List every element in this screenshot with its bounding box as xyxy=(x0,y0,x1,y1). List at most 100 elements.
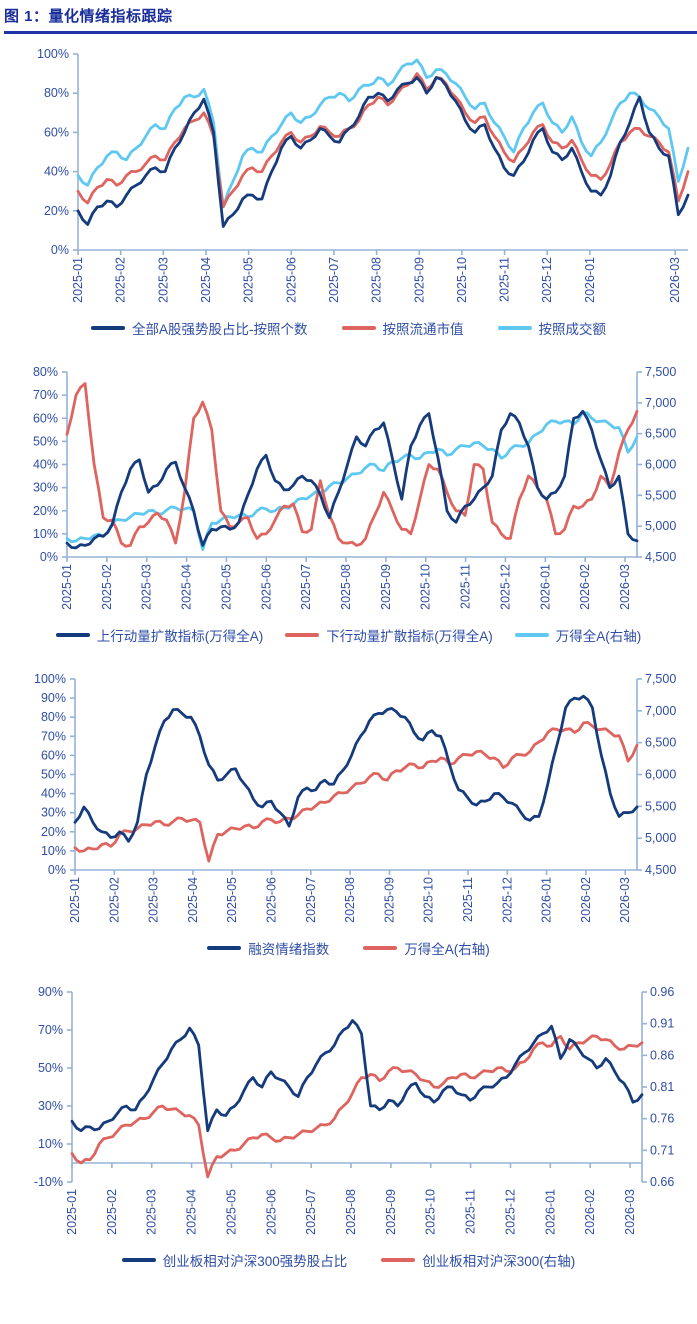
svg-text:90%: 90% xyxy=(38,985,63,999)
svg-text:2025-06: 2025-06 xyxy=(265,877,279,923)
svg-text:2025-10: 2025-10 xyxy=(419,564,433,610)
legend-label: 按照流通市值 xyxy=(382,322,464,337)
svg-text:4,500: 4,500 xyxy=(645,863,676,877)
svg-text:7,500: 7,500 xyxy=(645,672,676,686)
svg-text:2026-03: 2026-03 xyxy=(618,564,632,610)
legend-label: 上行动量扩散指标(万得全A) xyxy=(96,629,264,644)
navy-line-swatch xyxy=(91,326,125,330)
sky-line-swatch xyxy=(497,326,532,330)
svg-text:2025-06: 2025-06 xyxy=(259,564,273,610)
svg-text:2025-01: 2025-01 xyxy=(60,564,74,610)
svg-text:6,500: 6,500 xyxy=(645,736,676,750)
svg-text:6,500: 6,500 xyxy=(645,427,676,441)
svg-text:2026-03: 2026-03 xyxy=(623,1189,637,1235)
svg-text:10%: 10% xyxy=(33,527,58,541)
svg-text:5,500: 5,500 xyxy=(645,799,676,813)
chart-financing-sentiment-section: 0% 10% 20% 30% 40% 50% 60% 70% 80% 90% 100% 4,500 5,… xyxy=(0,669,697,958)
svg-text:2025-05: 2025-05 xyxy=(225,877,239,923)
svg-text:2025-10: 2025-10 xyxy=(422,877,436,923)
svg-text:0.96: 0.96 xyxy=(650,985,674,999)
svg-text:5,500: 5,500 xyxy=(645,488,676,502)
svg-text:0.81: 0.81 xyxy=(650,1080,674,1094)
navy-line-swatch xyxy=(121,1258,156,1262)
svg-text:70%: 70% xyxy=(38,1023,63,1037)
svg-text:2025-09: 2025-09 xyxy=(384,1189,398,1235)
chart-momentum-diffusion-section: 0% 10% 20% 30% 40% 50% 60% 70% 80% 4,500 5,000 5,50… xyxy=(0,362,697,645)
svg-text:2025-07: 2025-07 xyxy=(304,877,318,923)
svg-text:30%: 30% xyxy=(33,481,58,495)
svg-text:2025-11: 2025-11 xyxy=(464,1189,478,1234)
svg-text:2025-02: 2025-02 xyxy=(105,1189,119,1235)
svg-text:90%: 90% xyxy=(41,691,66,705)
red-line-swatch xyxy=(381,1258,416,1262)
momentum-diffusion-chart: 0% 10% 20% 30% 40% 50% 60% 70% 80% 4,500 5,000 5,50… xyxy=(33,365,676,610)
svg-text:100%: 100% xyxy=(37,47,69,61)
svg-text:2025-12: 2025-12 xyxy=(498,564,512,610)
svg-text:0%: 0% xyxy=(48,863,66,877)
navy-line-swatch xyxy=(207,946,242,950)
svg-text:30%: 30% xyxy=(41,806,66,820)
navy-line-swatch xyxy=(55,633,90,637)
svg-text:5,000: 5,000 xyxy=(645,831,676,845)
svg-text:10%: 10% xyxy=(38,1137,63,1151)
svg-text:80%: 80% xyxy=(41,710,66,724)
svg-text:50%: 50% xyxy=(41,768,66,782)
title-divider xyxy=(4,31,697,34)
svg-text:40%: 40% xyxy=(33,458,58,472)
svg-text:0.66: 0.66 xyxy=(650,1175,674,1189)
red-line-swatch xyxy=(363,946,398,950)
svg-text:2025-08: 2025-08 xyxy=(339,564,353,610)
svg-text:2026-03: 2026-03 xyxy=(618,877,632,923)
svg-text:2025-02: 2025-02 xyxy=(114,257,128,303)
svg-text:7,000: 7,000 xyxy=(645,704,676,718)
svg-text:2026-01: 2026-01 xyxy=(543,1189,557,1235)
svg-text:2025-01: 2025-01 xyxy=(71,257,85,303)
chart-chinext-relative-section: -10% 10% 30% 50% 70% 90% 0.66 0.71 0.76 0.81 0.86 0… xyxy=(0,982,697,1270)
svg-text:80%: 80% xyxy=(33,365,58,379)
svg-text:2025-10: 2025-10 xyxy=(455,257,469,303)
svg-text:2025-11: 2025-11 xyxy=(461,877,475,922)
svg-text:2026-01: 2026-01 xyxy=(538,564,552,610)
svg-text:2025-01: 2025-01 xyxy=(68,877,82,923)
svg-text:2026-02: 2026-02 xyxy=(578,564,592,610)
svg-text:0.86: 0.86 xyxy=(650,1048,674,1062)
svg-text:2026-01: 2026-01 xyxy=(540,877,554,923)
svg-text:60%: 60% xyxy=(44,125,69,139)
svg-text:2026-02: 2026-02 xyxy=(579,877,593,923)
svg-text:2025-02: 2025-02 xyxy=(107,877,121,923)
svg-text:0%: 0% xyxy=(40,550,58,564)
legend-item: 上行动量扩散指标(万得全A) xyxy=(55,625,264,645)
chinext-relative-legend: 创业板相对沪深300强势股占比 创业板相对沪深300(右轴) xyxy=(0,1250,697,1270)
svg-text:2025-08: 2025-08 xyxy=(343,877,357,923)
svg-text:2026-02: 2026-02 xyxy=(583,1189,597,1235)
svg-text:2025-03: 2025-03 xyxy=(140,564,154,610)
svg-text:2025-08: 2025-08 xyxy=(344,1189,358,1235)
red-line-swatch xyxy=(341,326,376,330)
svg-text:4,500: 4,500 xyxy=(645,550,676,564)
svg-text:2025-04: 2025-04 xyxy=(185,1189,199,1235)
svg-text:80%: 80% xyxy=(44,86,69,100)
svg-text:2026-01: 2026-01 xyxy=(583,257,597,303)
financing-sentiment-legend: 融资情绪指数 万得全A(右轴) xyxy=(0,938,697,958)
legend-item: 创业板相对沪深300强势股占比 xyxy=(121,1250,347,1270)
svg-text:0.76: 0.76 xyxy=(650,1112,674,1126)
svg-text:2026-03: 2026-03 xyxy=(668,257,682,303)
svg-text:2025-05: 2025-05 xyxy=(219,564,233,610)
chinext-relative-chart: -10% 10% 30% 50% 70% 90% 0.66 0.71 0.76 0.81 0.86 0… xyxy=(34,985,675,1235)
chart-strong-stock-ratio-section: 0% 20% 40% 60% 80% 100% 2025-01 2025-02 2025-03 2… xyxy=(0,44,697,338)
svg-text:6,000: 6,000 xyxy=(645,458,676,472)
svg-text:2025-02: 2025-02 xyxy=(100,564,114,610)
svg-text:0.71: 0.71 xyxy=(650,1143,674,1157)
svg-text:-10%: -10% xyxy=(34,1175,63,1189)
svg-text:2025-04: 2025-04 xyxy=(186,877,200,923)
svg-text:5,000: 5,000 xyxy=(645,519,676,533)
legend-item: 融资情绪指数 xyxy=(207,938,329,958)
figure-header: 图 1：量化情绪指标跟踪 xyxy=(0,0,697,34)
svg-text:70%: 70% xyxy=(33,388,58,402)
svg-text:2025-10: 2025-10 xyxy=(424,1189,438,1235)
svg-text:2025-07: 2025-07 xyxy=(299,564,313,610)
svg-text:2025-04: 2025-04 xyxy=(180,564,194,610)
legend-item: 创业板相对沪深300(右轴) xyxy=(381,1250,575,1270)
svg-text:2025-09: 2025-09 xyxy=(382,877,396,923)
red-line-swatch xyxy=(285,633,320,637)
